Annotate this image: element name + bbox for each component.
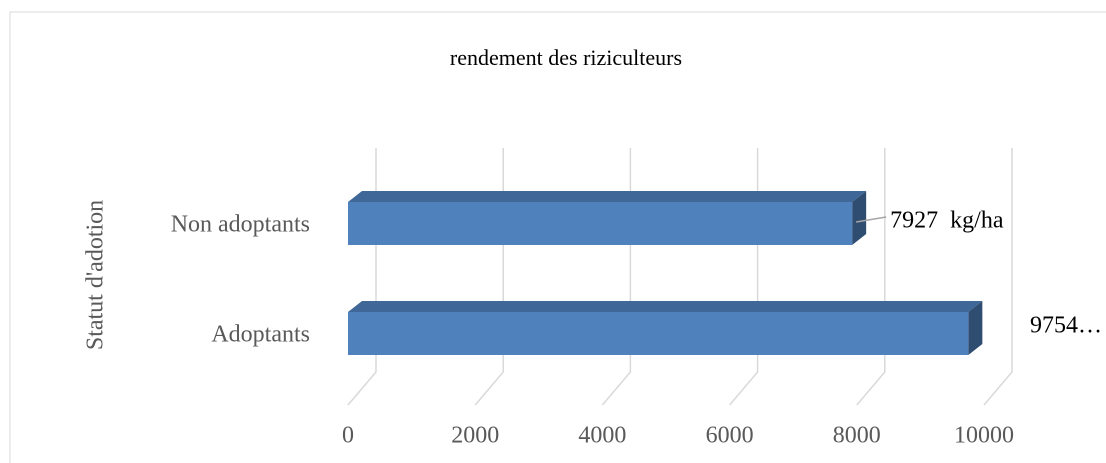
chart-title: rendement des riziculteurs [450, 45, 682, 70]
grid-line [983, 148, 1013, 406]
leader-line [856, 216, 887, 223]
y-axis-label: Statut d'adotion [83, 200, 109, 350]
bar [348, 202, 853, 245]
x-tick-label: 2000 [451, 423, 499, 449]
y-tick-label: Adoptants [211, 322, 310, 348]
bar-side [968, 301, 983, 355]
x-tick-label: 8000 [833, 423, 881, 449]
grid-line [856, 148, 886, 406]
x-tick-label: 10000 [954, 423, 1014, 449]
bar [348, 312, 969, 355]
x-tick-label: 0 [342, 423, 354, 449]
y-tick-label: Non adoptants [171, 212, 310, 238]
x-tick-label: 6000 [706, 423, 754, 449]
bar-top [348, 301, 983, 312]
value-label: 7927 kg/ha [890, 208, 1004, 234]
bar-side [852, 191, 867, 245]
value-label: 9754… [1030, 313, 1102, 339]
x-tick-label: 4000 [578, 423, 626, 449]
bar-top [348, 191, 867, 202]
